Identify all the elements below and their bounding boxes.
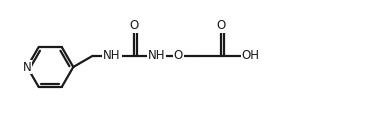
Text: OH: OH [241,49,259,62]
Text: O: O [174,49,183,62]
Text: N: N [23,60,32,74]
Text: O: O [130,19,139,32]
Text: NH: NH [148,49,166,62]
Text: NH: NH [103,49,121,62]
Text: O: O [217,19,225,32]
